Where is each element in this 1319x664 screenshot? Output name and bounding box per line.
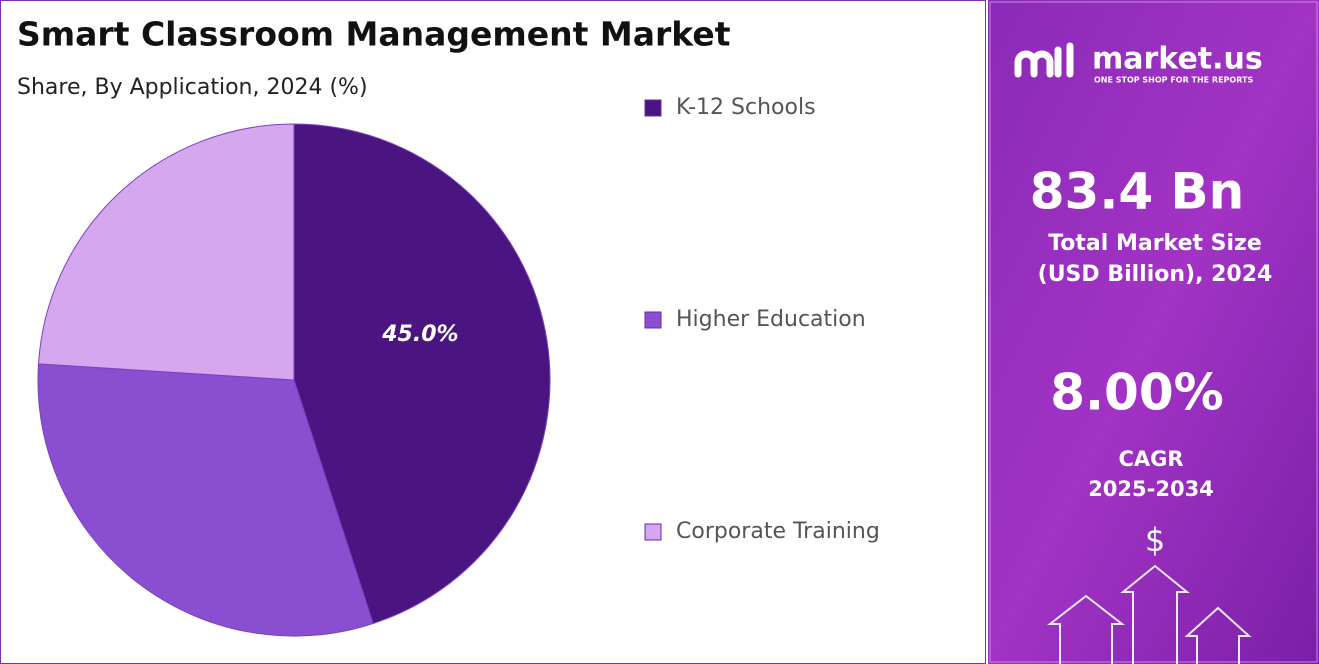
cagr-period: 2025-2034	[1088, 477, 1214, 501]
legend-label: Corporate Training	[676, 519, 880, 544]
pie-slice	[293, 123, 551, 625]
tagline: ONE STOP SHOP FOR THE REPORTS	[1094, 76, 1253, 85]
legend-swatch	[644, 523, 662, 541]
info-border	[989, 1, 1318, 663]
arrows	[1047, 564, 1252, 664]
cagr: 8.00%	[1050, 364, 1223, 422]
pie-slice	[37, 123, 295, 381]
legend-label: Higher Education	[676, 307, 866, 332]
logo	[1014, 42, 1074, 78]
info-panel	[988, 0, 1319, 664]
cagr-label: CAGR	[1118, 447, 1183, 471]
legend-label: K-12 Schools	[676, 95, 816, 120]
market-size-label: (USD Billion), 2024	[1038, 262, 1273, 287]
pie-slice	[37, 363, 374, 637]
legend-swatch	[644, 311, 662, 329]
market-size-label: Total Market Size	[1048, 231, 1262, 256]
legend-swatch	[644, 99, 662, 117]
chart-title: Smart Classroom Management Market	[17, 15, 731, 54]
dollar-icon: $	[1145, 521, 1165, 559]
brand: market.us	[1092, 42, 1263, 77]
slice-label: 45.0%	[381, 322, 458, 347]
market-size: 83.4 Bn	[1030, 163, 1244, 221]
chart-subtitle: Share, By Application, 2024 (%)	[17, 75, 368, 100]
